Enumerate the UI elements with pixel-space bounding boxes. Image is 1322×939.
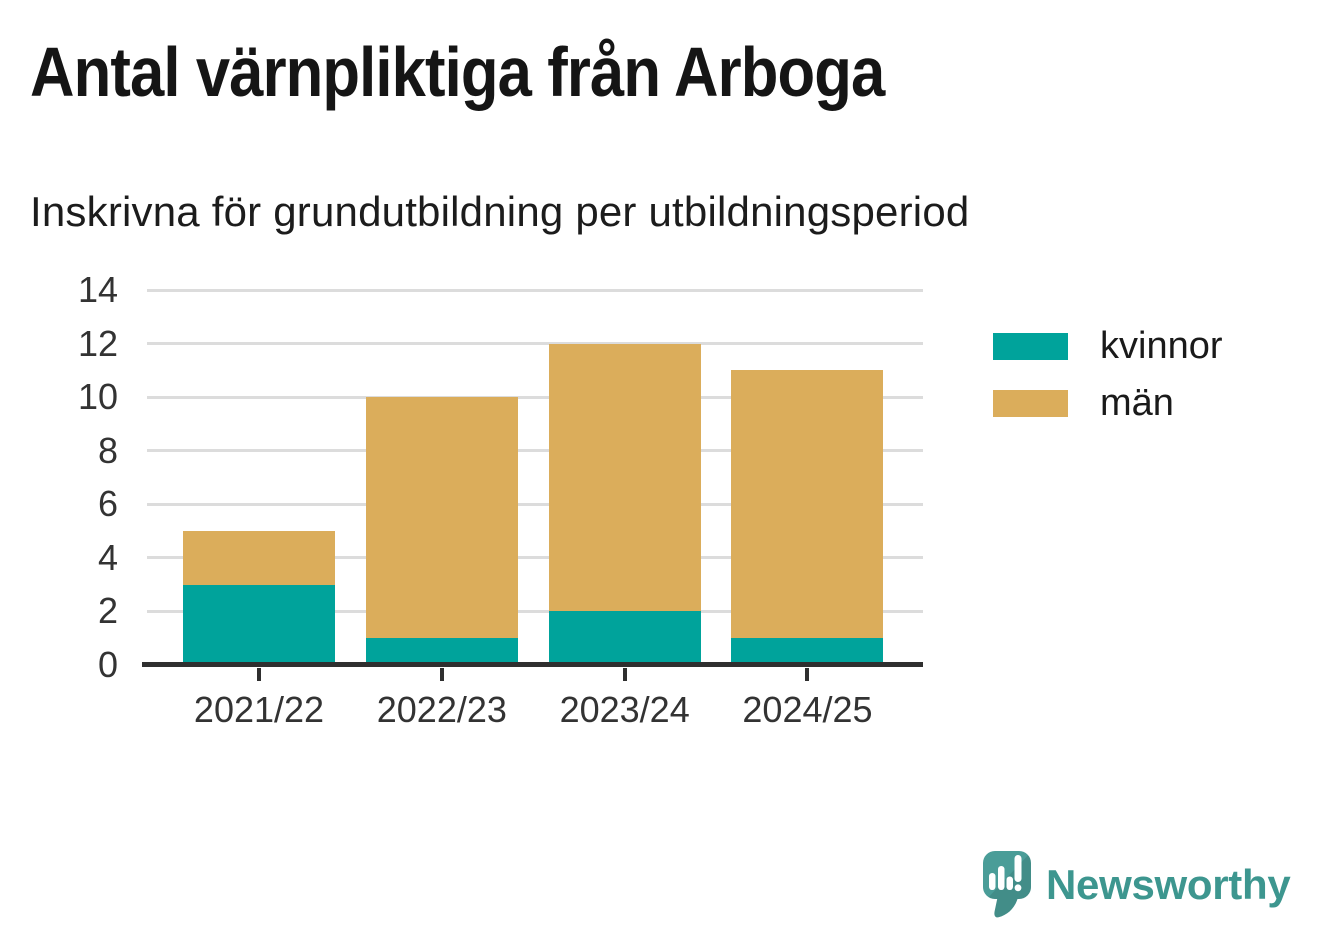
x-tick-mark xyxy=(439,668,444,681)
gridline-y6 xyxy=(147,502,923,506)
gridline-y10 xyxy=(147,395,923,399)
legend-item-man: män xyxy=(993,382,1223,424)
gridline-y2 xyxy=(147,609,923,613)
x-tick-mark xyxy=(805,668,810,681)
legend-swatch-man xyxy=(993,390,1068,417)
gridline-y12 xyxy=(147,342,923,346)
bar-segment-kvinnor-2024/25 xyxy=(731,638,884,665)
x-tick-label: 2022/23 xyxy=(376,689,507,730)
bar-segment-kvinnor-2022/23 xyxy=(365,638,518,665)
plot-area: 2021/22 2022/23 2023/24 2024/25 xyxy=(142,288,923,730)
y-tick-label: 4 xyxy=(97,536,118,578)
bar-segment-kvinnor-2023/24 xyxy=(548,611,701,665)
x-tick-label: 2021/22 xyxy=(193,689,325,730)
legend-label-man: män xyxy=(1100,382,1174,424)
x-tick-label: 2023/24 xyxy=(559,689,690,730)
x-tick-label: 2024/25 xyxy=(742,689,873,730)
bar-segment-män-2023/24 xyxy=(548,343,701,612)
y-tick-label: 2 xyxy=(97,590,118,632)
bar-segment-kvinnor-2021/22 xyxy=(183,584,335,665)
y-tick-label: 10 xyxy=(77,376,118,418)
chart-title-text: Antal värnpliktiga från Arboga xyxy=(30,33,885,111)
chart-subtitle: Inskrivna för grundutbildning per utbild… xyxy=(30,188,970,235)
y-tick-label: 0 xyxy=(97,644,118,685)
y-tick-label: 12 xyxy=(77,322,118,364)
x-tick-mark xyxy=(257,668,261,681)
y-tick-label: 6 xyxy=(97,483,118,525)
gridline-y8 xyxy=(147,449,923,453)
y-tick-label: 14 xyxy=(77,269,118,310)
gridline-y14 xyxy=(147,288,923,292)
legend-label-kvinnor: kvinnor xyxy=(1100,325,1223,367)
x-tick-mark xyxy=(622,668,627,681)
x-axis-line xyxy=(142,662,923,667)
chart-title: Antal värnpliktiga från Arboga xyxy=(30,32,1001,112)
bar-segment-män-2021/22 xyxy=(183,531,335,585)
bar-segment-män-2022/23 xyxy=(365,397,518,639)
gridline-y4 xyxy=(147,556,923,560)
brand-name: Newsworthy xyxy=(1046,861,1291,908)
brand-footer: Newsworthy xyxy=(981,849,1291,921)
newsworthy-logo-icon xyxy=(983,851,1031,918)
bar-segment-män-2024/25 xyxy=(731,370,884,639)
legend-item-kvinnor: kvinnor xyxy=(993,325,1223,367)
legend-swatch-kvinnor xyxy=(993,333,1068,360)
y-tick-label: 8 xyxy=(97,429,118,471)
y-axis-labels: 0 2 4 6 8 10 12 14 xyxy=(0,269,118,685)
legend: kvinnor män xyxy=(993,325,1223,447)
